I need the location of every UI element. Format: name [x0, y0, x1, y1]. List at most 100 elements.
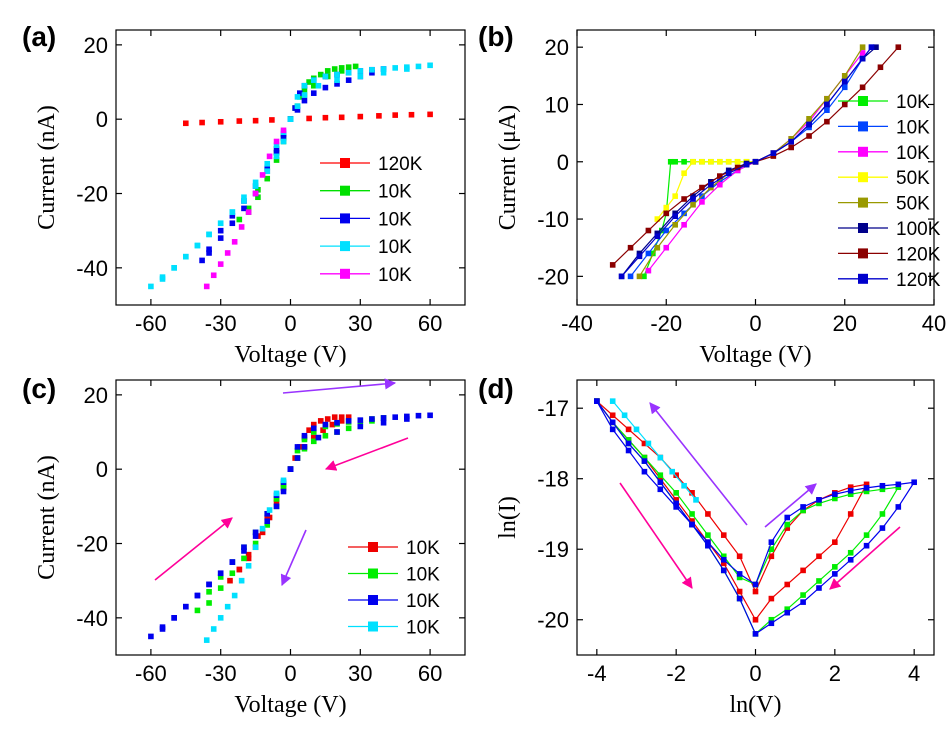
data-point: [224, 250, 231, 256]
data-point: [752, 158, 759, 165]
y-tick-label: 10: [545, 92, 569, 117]
data-point: [681, 170, 687, 177]
legend-marker: [858, 197, 868, 208]
data-point: [324, 416, 331, 422]
series-4: [654, 158, 759, 222]
data-point: [252, 179, 259, 186]
data-point: [705, 539, 711, 545]
data-point: [636, 250, 643, 257]
data-point: [301, 82, 308, 89]
legend-entry: 120K: [378, 154, 423, 175]
data-point: [392, 112, 398, 118]
data-point: [645, 227, 652, 234]
data-point: [273, 146, 280, 152]
data-point: [672, 193, 678, 199]
data-point: [689, 490, 695, 496]
data-point: [705, 532, 711, 538]
data-point: [681, 158, 687, 165]
y-tick-label: -18: [537, 467, 569, 492]
data-point: [625, 440, 632, 447]
legend-marker: [368, 621, 378, 632]
data-point: [206, 250, 212, 256]
data-point: [324, 68, 331, 74]
data-point: [229, 559, 236, 565]
data-point: [806, 124, 812, 131]
legend-marker: [858, 248, 868, 259]
data-point: [322, 84, 329, 91]
data-point: [245, 205, 252, 212]
data-point: [911, 479, 917, 486]
data-point: [863, 488, 870, 495]
data-point: [895, 44, 902, 50]
data-point: [736, 553, 743, 560]
data-point: [879, 482, 886, 489]
data-point: [654, 244, 661, 251]
data-point: [720, 553, 727, 560]
legend-entry: 10K: [406, 591, 440, 612]
panel-d-label: (d): [478, 373, 514, 404]
data-point: [238, 577, 245, 584]
data-point: [784, 609, 791, 616]
data-point: [315, 82, 322, 89]
data-point: [784, 581, 791, 588]
series-5: [203, 127, 287, 290]
data-point: [310, 421, 317, 428]
data-point: [720, 560, 727, 567]
data-point: [636, 273, 643, 280]
data-point: [217, 615, 224, 621]
data-point: [863, 485, 870, 491]
data-point: [273, 496, 280, 502]
data-point: [690, 201, 696, 208]
data-point: [415, 63, 422, 70]
series-line: [656, 161, 756, 220]
data-point: [681, 196, 687, 202]
data-point: [227, 577, 233, 584]
x-axis-title: Voltage (V): [234, 692, 346, 718]
data-point: [345, 64, 352, 70]
data-point: [618, 273, 625, 280]
y-tick-label: -40: [76, 606, 108, 631]
y-tick-label: -40: [76, 256, 108, 281]
data-point: [863, 481, 870, 488]
data-point: [338, 114, 345, 121]
data-point: [310, 425, 317, 432]
data-point: [768, 546, 775, 553]
series-3: [199, 66, 387, 264]
data-point: [310, 77, 317, 83]
x-tick-label: -2: [666, 661, 686, 686]
data-point: [331, 414, 338, 420]
data-point: [217, 227, 224, 234]
data-point: [625, 437, 632, 443]
data-point: [269, 117, 275, 123]
y-tick-label: 0: [96, 107, 108, 132]
data-point: [832, 539, 838, 545]
data-point: [273, 499, 280, 506]
data-point: [345, 77, 352, 83]
legend: 120K 10K 10K 10K 10K: [320, 154, 423, 286]
series-4: [609, 398, 699, 503]
data-point: [641, 273, 647, 280]
data-point: [259, 529, 266, 536]
y-tick-label: -20: [76, 532, 108, 557]
data-point: [847, 487, 854, 494]
data-point: [669, 468, 675, 475]
data-point: [877, 64, 884, 71]
data-point: [315, 434, 322, 441]
data-point: [310, 82, 317, 89]
x-tick-label: -30: [205, 661, 237, 686]
data-point: [236, 118, 243, 124]
plot-frame: [115, 379, 466, 656]
data-point: [273, 503, 280, 510]
data-point: [734, 164, 741, 171]
series-line: [621, 46, 872, 277]
data-point: [788, 136, 794, 142]
data-point: [859, 55, 866, 62]
panel-a-label: (a): [22, 21, 56, 52]
data-point: [663, 244, 670, 251]
data-point: [699, 158, 705, 165]
y-tick-label: 20: [545, 35, 569, 60]
data-point: [236, 216, 243, 223]
data-point: [768, 616, 775, 623]
data-point: [806, 133, 812, 139]
data-point: [717, 158, 723, 165]
